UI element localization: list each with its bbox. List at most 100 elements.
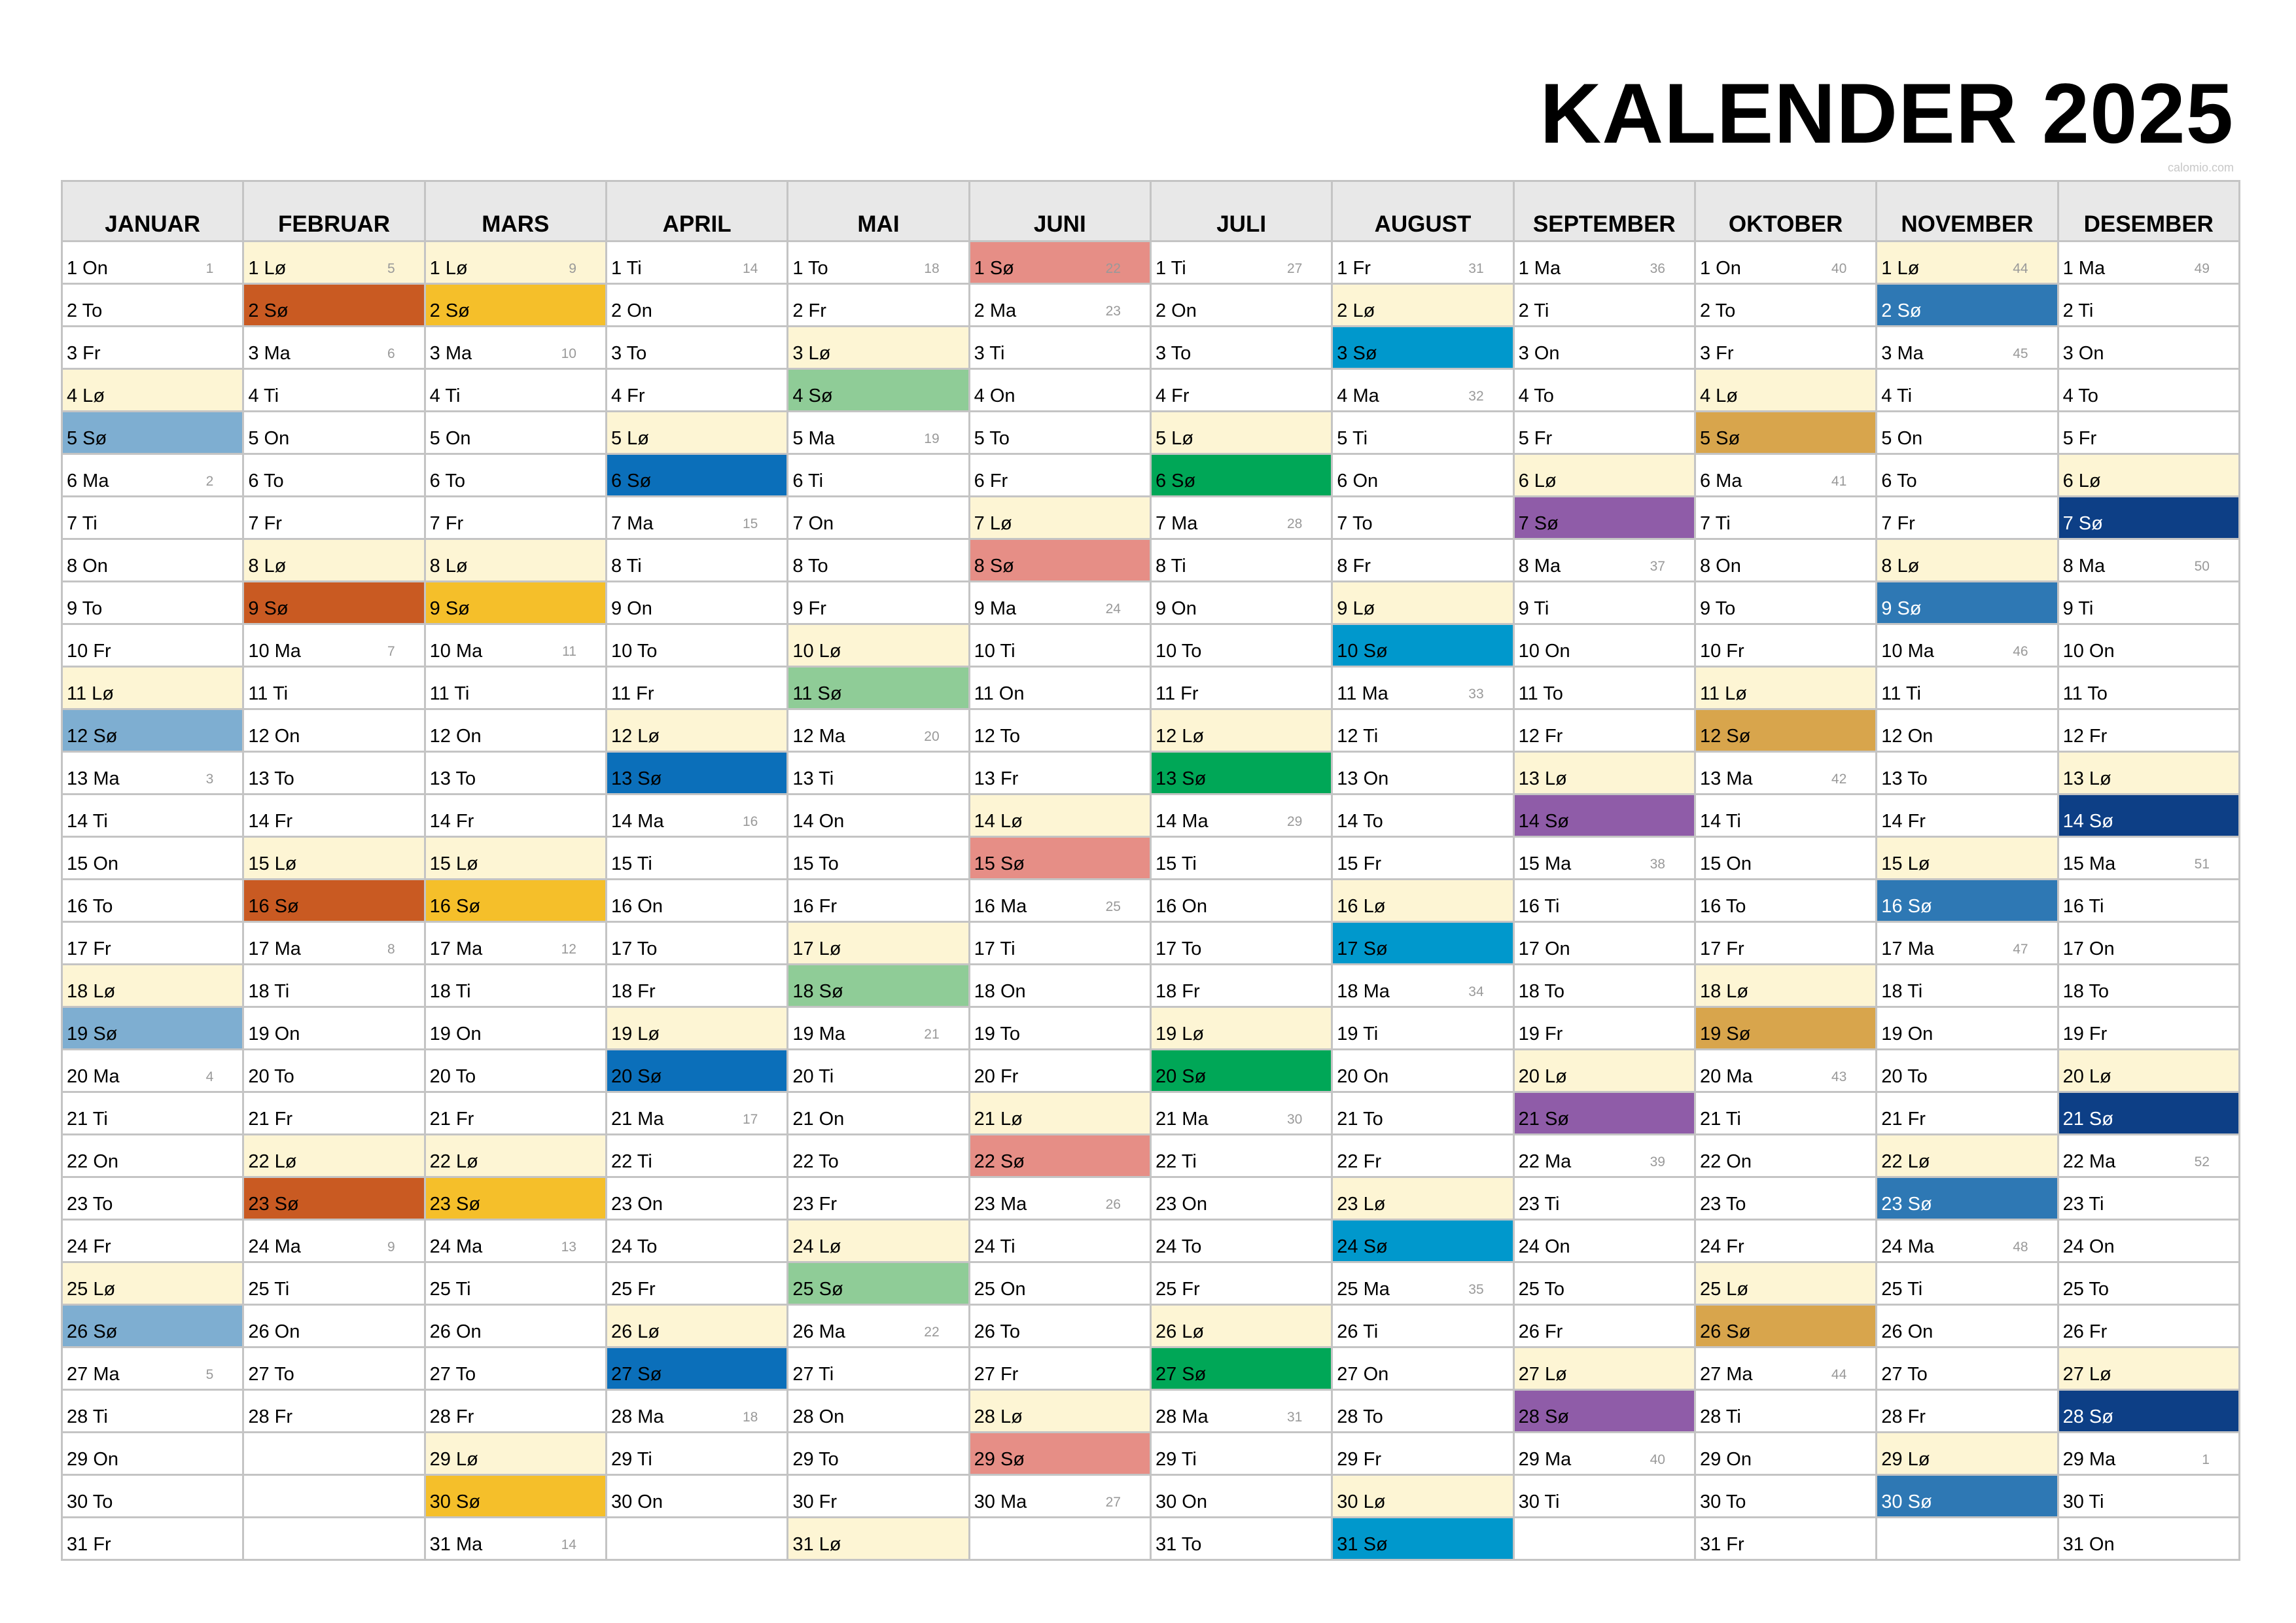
day-cell-april-24[interactable]: 24 To [607,1221,789,1263]
day-cell-desember-8[interactable]: 8 Ma 50 [2058,540,2240,582]
day-cell-januar-7[interactable]: 7 Ti [63,497,245,540]
day-cell-august-17[interactable]: 17 Sø [1333,923,1515,965]
day-cell-desember-4[interactable]: 4 To [2058,370,2240,412]
day-cell-desember-21[interactable]: 21 Sø [2058,1093,2240,1135]
day-cell-mai-4[interactable]: 4 Sø [788,370,970,412]
day-cell-oktober-30[interactable]: 30 To [1695,1476,1878,1518]
day-cell-april-10[interactable]: 10 To [607,625,789,668]
day-cell-februar-3[interactable]: 3 Ma 6 [244,327,426,370]
day-cell-september-16[interactable]: 16 Ti [1514,880,1696,923]
day-cell-oktober-1[interactable]: 1 On 40 [1695,242,1878,285]
day-cell-november-19[interactable]: 19 On [1877,1008,2059,1050]
day-cell-mars-1[interactable]: 1 Lø 9 [425,242,607,285]
day-cell-februar-20[interactable]: 20 To [244,1050,426,1093]
day-cell-mars-13[interactable]: 13 To [425,753,607,795]
day-cell-desember-20[interactable]: 20 Lø [2058,1050,2240,1093]
day-cell-januar-19[interactable]: 19 Sø [63,1008,245,1050]
day-cell-desember-14[interactable]: 14 Sø [2058,795,2240,838]
day-cell-januar-22[interactable]: 22 On [63,1135,245,1178]
day-cell-juli-16[interactable]: 16 On [1151,880,1333,923]
day-cell-november-9[interactable]: 9 Sø [1877,582,2059,625]
day-cell-november-24[interactable]: 24 Ma 48 [1877,1221,2059,1263]
day-cell-august-12[interactable]: 12 Ti [1333,710,1515,753]
day-cell-juli-28[interactable]: 28 Ma 31 [1151,1391,1333,1433]
day-cell-juli-17[interactable]: 17 To [1151,923,1333,965]
day-cell-mars-15[interactable]: 15 Lø [425,838,607,880]
day-cell-april-29[interactable]: 29 Ti [607,1433,789,1476]
day-cell-juni-2[interactable]: 2 Ma 23 [970,285,1152,327]
day-cell-juli-9[interactable]: 9 On [1151,582,1333,625]
day-cell-april-5[interactable]: 5 Lø [607,412,789,455]
day-cell-januar-4[interactable]: 4 Lø [63,370,245,412]
day-cell-februar-8[interactable]: 8 Lø [244,540,426,582]
day-cell-august-10[interactable]: 10 Sø [1333,625,1515,668]
day-cell-juni-4[interactable]: 4 On [970,370,1152,412]
day-cell-mars-3[interactable]: 3 Ma 10 [425,327,607,370]
day-cell-februar-21[interactable]: 21 Fr [244,1093,426,1135]
day-cell-juni-21[interactable]: 21 Lø [970,1093,1152,1135]
day-cell-april-16[interactable]: 16 On [607,880,789,923]
day-cell-april-18[interactable]: 18 Fr [607,965,789,1008]
day-cell-mai-18[interactable]: 18 Sø [788,965,970,1008]
day-cell-september-27[interactable]: 27 Lø [1514,1348,1696,1391]
day-cell-oktober-20[interactable]: 20 Ma 43 [1695,1050,1878,1093]
day-cell-mai-7[interactable]: 7 On [788,497,970,540]
day-cell-juli-24[interactable]: 24 To [1151,1221,1333,1263]
day-cell-desember-29[interactable]: 29 Ma 1 [2058,1433,2240,1476]
day-cell-august-20[interactable]: 20 On [1333,1050,1515,1093]
day-cell-september-13[interactable]: 13 Lø [1514,753,1696,795]
day-cell-mai-5[interactable]: 5 Ma 19 [788,412,970,455]
day-cell-september-12[interactable]: 12 Fr [1514,710,1696,753]
day-cell-november-13[interactable]: 13 To [1877,753,2059,795]
day-cell-februar-15[interactable]: 15 Lø [244,838,426,880]
day-cell-juni-11[interactable]: 11 On [970,668,1152,710]
day-cell-august-22[interactable]: 22 Fr [1333,1135,1515,1178]
day-cell-mai-24[interactable]: 24 Lø [788,1221,970,1263]
day-cell-juni-20[interactable]: 20 Fr [970,1050,1152,1093]
day-cell-april-15[interactable]: 15 Ti [607,838,789,880]
day-cell-september-8[interactable]: 8 Ma 37 [1514,540,1696,582]
day-cell-oktober-6[interactable]: 6 Ma 41 [1695,455,1878,497]
day-cell-februar-27[interactable]: 27 To [244,1348,426,1391]
day-cell-august-15[interactable]: 15 Fr [1333,838,1515,880]
day-cell-desember-31[interactable]: 31 On [2058,1518,2240,1561]
day-cell-februar-26[interactable]: 26 On [244,1306,426,1348]
day-cell-juni-8[interactable]: 8 Sø [970,540,1152,582]
day-cell-november-8[interactable]: 8 Lø [1877,540,2059,582]
day-cell-juni-29[interactable]: 29 Sø [970,1433,1152,1476]
day-cell-april-21[interactable]: 21 Ma 17 [607,1093,789,1135]
day-cell-mai-19[interactable]: 19 Ma 21 [788,1008,970,1050]
day-cell-desember-13[interactable]: 13 Lø [2058,753,2240,795]
day-cell-august-28[interactable]: 28 To [1333,1391,1515,1433]
day-cell-juni-17[interactable]: 17 Ti [970,923,1152,965]
day-cell-november-1[interactable]: 1 Lø 44 [1877,242,2059,285]
day-cell-juli-4[interactable]: 4 Fr [1151,370,1333,412]
day-cell-november-18[interactable]: 18 Ti [1877,965,2059,1008]
day-cell-oktober-22[interactable]: 22 On [1695,1135,1878,1178]
day-cell-mars-21[interactable]: 21 Fr [425,1093,607,1135]
day-cell-august-13[interactable]: 13 On [1333,753,1515,795]
day-cell-juli-26[interactable]: 26 Lø [1151,1306,1333,1348]
day-cell-juli-8[interactable]: 8 Ti [1151,540,1333,582]
day-cell-september-19[interactable]: 19 Fr [1514,1008,1696,1050]
day-cell-november-17[interactable]: 17 Ma 47 [1877,923,2059,965]
day-cell-februar-28[interactable]: 28 Fr [244,1391,426,1433]
day-cell-desember-27[interactable]: 27 Lø [2058,1348,2240,1391]
day-cell-april-20[interactable]: 20 Sø [607,1050,789,1093]
day-cell-januar-23[interactable]: 23 To [63,1178,245,1221]
day-cell-juni-19[interactable]: 19 To [970,1008,1152,1050]
day-cell-januar-29[interactable]: 29 On [63,1433,245,1476]
day-cell-desember-7[interactable]: 7 Sø [2058,497,2240,540]
day-cell-juli-18[interactable]: 18 Fr [1151,965,1333,1008]
day-cell-oktober-5[interactable]: 5 Sø [1695,412,1878,455]
day-cell-september-3[interactable]: 3 On [1514,327,1696,370]
day-cell-september-22[interactable]: 22 Ma 39 [1514,1135,1696,1178]
day-cell-juli-23[interactable]: 23 On [1151,1178,1333,1221]
day-cell-september-20[interactable]: 20 Lø [1514,1050,1696,1093]
day-cell-mai-10[interactable]: 10 Lø [788,625,970,668]
day-cell-april-13[interactable]: 13 Sø [607,753,789,795]
day-cell-juni-13[interactable]: 13 Fr [970,753,1152,795]
day-cell-mars-14[interactable]: 14 Fr [425,795,607,838]
day-cell-mars-16[interactable]: 16 Sø [425,880,607,923]
day-cell-mars-18[interactable]: 18 Ti [425,965,607,1008]
